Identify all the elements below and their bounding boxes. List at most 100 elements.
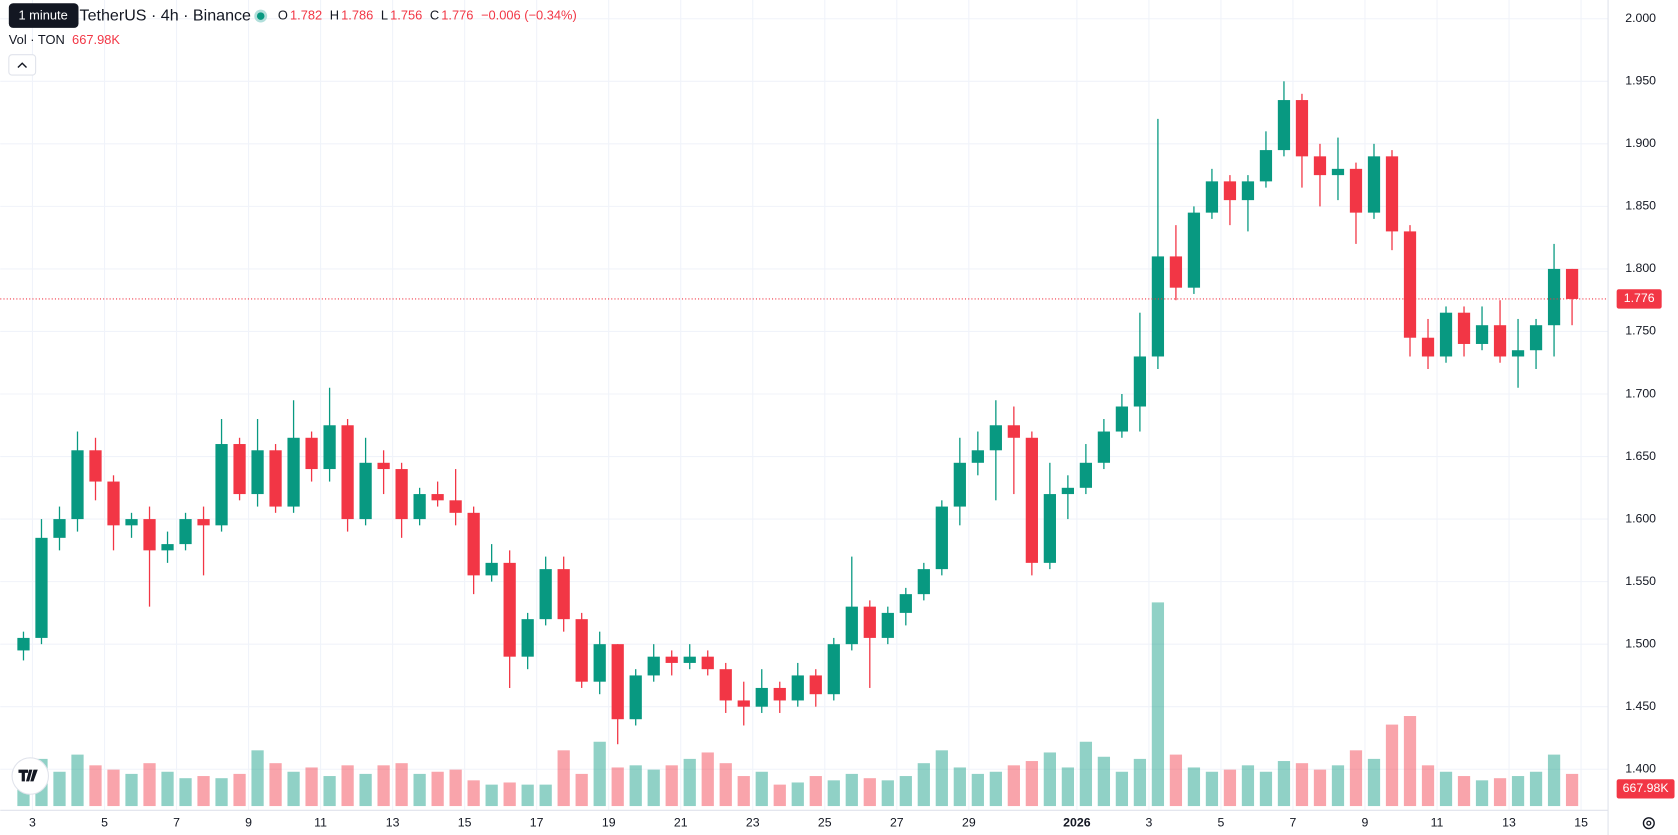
x-tick-label: 13 [386, 815, 400, 829]
volume-bar [467, 780, 480, 807]
volume-bar [125, 773, 138, 807]
volume-bar [1547, 754, 1561, 807]
collapse-button[interactable] [8, 54, 37, 76]
volume-bar [1169, 754, 1183, 807]
candle-body [1385, 156, 1399, 232]
x-tick-label: 2026 [1063, 815, 1091, 829]
volume-bar [935, 750, 948, 807]
volume-bar [881, 780, 894, 807]
y-tick-label: 1.650 [1625, 449, 1656, 463]
volume-bar [215, 778, 228, 807]
candle-body [143, 519, 156, 551]
candle-body [89, 450, 102, 482]
volume-bar [1097, 756, 1111, 807]
tooltip-box [8, 3, 79, 28]
volume-bar [1223, 769, 1237, 807]
settings-icon[interactable] [1642, 817, 1655, 830]
last-volume-box [1616, 779, 1675, 799]
candle-body [881, 612, 894, 638]
volume-bar [1385, 724, 1399, 807]
x-tick-label: 29 [962, 815, 976, 829]
ohlc-key: O [278, 7, 288, 22]
candle-body [1079, 462, 1093, 488]
volume-bar [1403, 716, 1417, 807]
volume-bar [539, 784, 552, 807]
y-tick-label: 1.500 [1625, 636, 1656, 650]
y-tick-label: 1.850 [1625, 199, 1656, 213]
candle-body [1133, 356, 1147, 407]
ohlc-key: L [381, 7, 388, 22]
candle-body [449, 500, 462, 513]
candle-body [395, 469, 408, 520]
volume-bar [377, 765, 390, 807]
candle-body [629, 675, 642, 720]
volume-bar [503, 782, 516, 807]
volume-bar [809, 776, 822, 807]
candle-body [755, 687, 768, 707]
volume-bar [1061, 767, 1074, 807]
volume-bar [89, 765, 102, 807]
volume-bar [233, 773, 246, 807]
volume-bar [1313, 769, 1327, 807]
tv-logo[interactable] [11, 757, 50, 795]
volume-bar [557, 750, 570, 807]
volume-bar [1565, 773, 1579, 807]
candle-body [809, 675, 822, 695]
volume-bar [845, 773, 858, 807]
volume-bar [1511, 776, 1525, 807]
candle-body [467, 512, 480, 576]
last-volume-label: 667.98K [1623, 781, 1670, 795]
volume-bar [1241, 765, 1255, 807]
status-dot [256, 12, 265, 20]
volume-bar [1367, 758, 1381, 807]
symbol-title[interactable]: TetherUS · 4h · Binance [80, 6, 251, 24]
candle-body [1331, 168, 1345, 176]
candle-body [737, 700, 750, 707]
volume-value: 667.98K [72, 32, 120, 47]
y-tick-label: 1.700 [1625, 386, 1656, 400]
volume-bar [701, 752, 714, 807]
candle-body [1043, 494, 1056, 563]
candle-body [1007, 425, 1020, 438]
candle-body [1349, 168, 1363, 213]
volume-bar [179, 778, 192, 807]
ohlc-key: C [430, 7, 439, 22]
candle-body [233, 444, 246, 495]
candle-body [1529, 325, 1543, 351]
volume-bar [1421, 765, 1435, 807]
volume-bar [413, 773, 426, 807]
candle-body [503, 562, 516, 657]
candle-body [179, 519, 192, 545]
x-tick-label: 19 [602, 815, 616, 829]
candle-body [431, 494, 444, 501]
candle-body [413, 494, 426, 520]
candle-body [1097, 431, 1111, 463]
candle-body [665, 656, 678, 663]
ohlc-value: 1.786 [341, 7, 373, 22]
candle-body [1295, 100, 1309, 157]
tooltip-text: 1 minute [18, 7, 67, 22]
volume-bar [593, 741, 606, 807]
candle-body [1115, 406, 1129, 432]
candle-body [377, 462, 390, 470]
candle-body [611, 644, 624, 720]
volume-bar [755, 771, 768, 807]
volume-bar [611, 767, 624, 807]
volume-bar [665, 765, 678, 807]
volume-bar [107, 769, 120, 807]
x-tick-label: 9 [1362, 815, 1369, 829]
candle-body [1259, 150, 1273, 182]
x-tick-label: 15 [1574, 815, 1588, 829]
collapse-icon [17, 62, 28, 69]
candle-body [1169, 256, 1183, 288]
y-tick-label: 1.450 [1625, 699, 1656, 713]
candle-body [1565, 268, 1579, 299]
volume-bar [341, 765, 354, 807]
candle-body [125, 519, 138, 526]
candle-body [1187, 212, 1201, 288]
candle-body [917, 569, 930, 595]
x-tick-label: 13 [1502, 815, 1516, 829]
volume-bar [1205, 771, 1219, 807]
volume-bar [269, 763, 282, 807]
volume-bar [1529, 771, 1543, 807]
